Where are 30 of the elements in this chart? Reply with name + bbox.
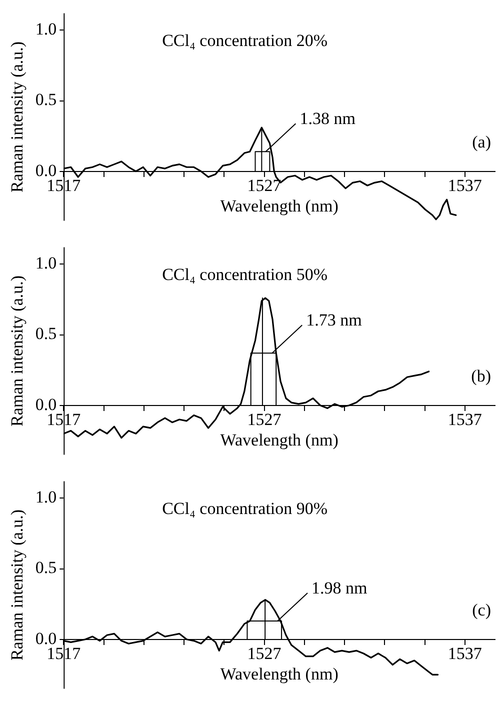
text: CCl₄ concentration 20% bbox=[162, 30, 328, 50]
x-tick-label: 1527 bbox=[247, 410, 282, 430]
y-tick-label: 1.0 bbox=[35, 20, 57, 39]
x-axis-title: Wavelength (nm) bbox=[220, 196, 338, 216]
x-tick-label: 1537 bbox=[448, 176, 482, 196]
y-axis-title: Raman intensity (a.u.) bbox=[8, 275, 27, 427]
y-tick-label: 0.0 bbox=[35, 628, 57, 648]
text: CCl₄ concentration 50% bbox=[162, 264, 328, 284]
annotation: (b) bbox=[471, 366, 491, 386]
x-tick-label: 1527 bbox=[247, 644, 282, 664]
y-tick-label: 0.5 bbox=[35, 558, 57, 578]
y-axis-title: Raman intensity (a.u.) bbox=[8, 41, 27, 193]
x-axis-title: Wavelength (nm) bbox=[220, 430, 338, 450]
y-tick-label: 0.0 bbox=[35, 394, 57, 414]
text: CCl₄ concentration 90% bbox=[162, 498, 328, 518]
annotation: (a) bbox=[472, 132, 491, 152]
x-tick-label: 1537 bbox=[448, 644, 482, 664]
annotation: 1.73 nm bbox=[306, 310, 362, 330]
annotation: 1.98 nm bbox=[312, 578, 368, 598]
annotation: (c) bbox=[472, 600, 491, 620]
y-tick-label: 1.0 bbox=[35, 254, 57, 273]
y-tick-label: 0.0 bbox=[35, 160, 57, 180]
annotation: 1.38 nm bbox=[300, 109, 356, 128]
y-axis-title: Raman intensity (a.u.) bbox=[8, 509, 27, 661]
x-tick-label: 1527 bbox=[247, 176, 282, 196]
x-axis-title: Wavelength (nm) bbox=[220, 664, 338, 684]
y-tick-label: 0.5 bbox=[35, 324, 57, 344]
y-tick-label: 1.0 bbox=[35, 488, 57, 507]
y-tick-label: 0.5 bbox=[35, 90, 57, 110]
x-tick-label: 1537 bbox=[448, 410, 482, 430]
